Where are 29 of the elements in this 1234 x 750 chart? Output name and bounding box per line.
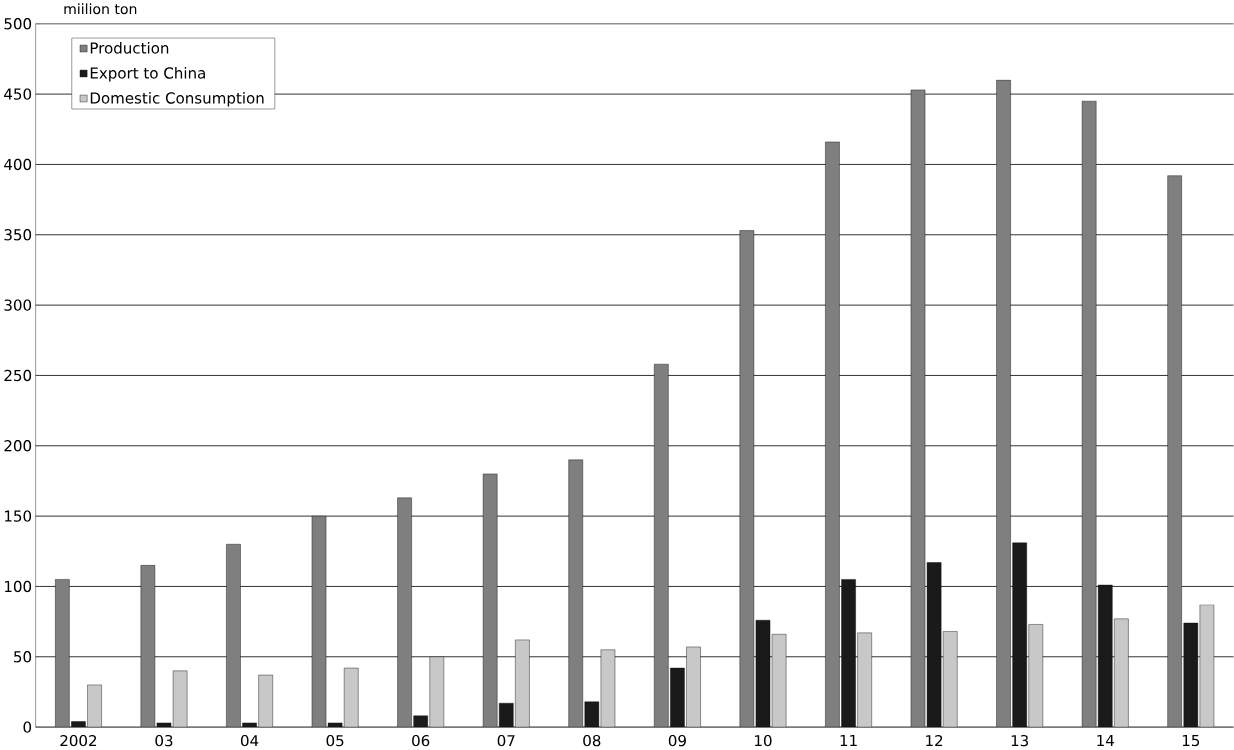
- y-tick-label: 250: [4, 369, 32, 382]
- y-tick-label: 400: [4, 158, 32, 171]
- x-tick-label: 13: [1011, 735, 1029, 747]
- y-tick-label: 150: [5, 510, 32, 522]
- x-tick-label: 09: [668, 735, 686, 747]
- y-tick-label: 300: [4, 299, 32, 311]
- x-tick-label: 07: [497, 735, 515, 747]
- y-tick-label: 0: [23, 721, 32, 733]
- x-tick-label: 10: [755, 735, 772, 747]
- legend-label: Domestic Consumption: [90, 92, 264, 107]
- x-tick-label: 15: [1182, 735, 1200, 747]
- x-tick-label: 05: [326, 735, 344, 747]
- legend-label: Production: [90, 42, 169, 54]
- y-tick-label: 350: [4, 229, 32, 241]
- y-tick-label: 200: [4, 440, 32, 452]
- x-tick-label: 08: [583, 735, 601, 747]
- y-tick-label: 100: [5, 580, 32, 593]
- legend-label: Export to China: [90, 67, 205, 82]
- y-tick-label: 50: [14, 651, 32, 663]
- x-tick-label: 2002: [60, 735, 97, 747]
- y-tick-label: 500: [4, 18, 32, 30]
- x-tick-label: 11: [840, 735, 857, 747]
- x-tick-label: 12: [926, 735, 943, 747]
- y-axis-title: miilion ton: [64, 3, 137, 15]
- x-tick-label: 06: [412, 735, 430, 747]
- x-tick-label: 04: [240, 735, 259, 747]
- x-tick-label: 03: [155, 735, 173, 747]
- y-tick-label: 450: [4, 88, 32, 100]
- x-tick-label: 14: [1097, 735, 1114, 747]
